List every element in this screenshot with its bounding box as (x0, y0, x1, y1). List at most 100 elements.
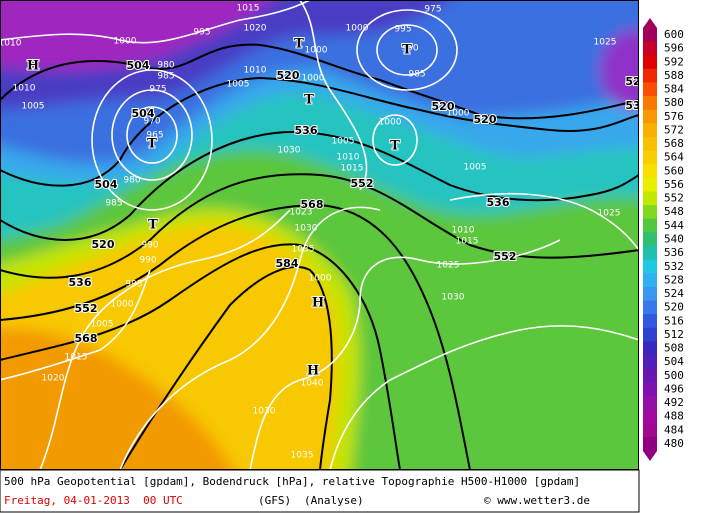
geopotential-label: 520 (277, 69, 300, 82)
colorbar-label: 484 (664, 423, 684, 436)
colorbar-swatch (643, 436, 657, 452)
isobar-label: 1025 (598, 209, 621, 219)
isobar-label: 1015 (456, 237, 479, 247)
geopotential-label: 552 (494, 250, 517, 263)
isobar-label: 1010 (452, 226, 475, 236)
colorbar: 6005965925885845805765725685645605565525… (643, 18, 684, 461)
colorbar-label: 552 (664, 192, 684, 205)
footer-run: (Analyse) (304, 494, 364, 507)
geopotential-label: 536 (295, 124, 318, 137)
pressure-center: H (307, 364, 319, 379)
colorbar-swatch (643, 205, 657, 220)
isobar-label: 1023 (290, 208, 313, 218)
isobar-label: 1015 (65, 353, 88, 363)
pressure-center: T (402, 43, 412, 58)
field-shading (0, 0, 639, 470)
isobar-label: 1010 (13, 84, 36, 94)
colorbar-swatch (643, 286, 657, 302)
geopotential-label: 504 (127, 59, 150, 72)
colorbar-swatch (643, 55, 657, 70)
colorbar-swatch (643, 27, 657, 43)
isobar-label: 1030 (253, 407, 276, 417)
colorbar-label: 544 (664, 219, 684, 232)
colorbar-swatch (643, 41, 657, 56)
colorbar-label: 512 (664, 328, 684, 341)
isobar-label: 1015 (237, 4, 260, 14)
isobar-label: 990 (141, 241, 158, 251)
colorbar-label: 556 (664, 178, 684, 191)
map: 1000 995 1015 1020 1000 1010 1005 1000 1000 995 99… (0, 0, 639, 470)
colorbar-swatch (643, 68, 657, 84)
isobar-label: 985 (105, 199, 122, 209)
isobar-label: 1000 (111, 300, 134, 310)
isobar-label: 995 (125, 280, 142, 290)
colorbar-label: 520 (664, 301, 684, 314)
isobar-label: 1000 (305, 46, 328, 56)
geopotential-label: 552 (75, 302, 98, 315)
colorbar-swatch (643, 232, 657, 247)
isobar-label: 1000 (114, 37, 137, 47)
colorbar-label: 488 (664, 410, 684, 423)
footer-date: Freitag, 04-01-2013 00 UTC (4, 494, 183, 507)
colorbar-label: 580 (664, 96, 684, 109)
geopotential-label: 536 (69, 276, 92, 289)
colorbar-swatch (643, 191, 657, 206)
isobar-label: 1030 (442, 293, 465, 303)
isobar-label: 1005 (332, 137, 355, 147)
colorbar-swatch (643, 96, 657, 111)
geopotential-label: 568 (75, 332, 98, 345)
colorbar-label: 532 (664, 260, 684, 273)
isobar-label: 1000 (302, 74, 325, 84)
geopotential-label: 552 (351, 177, 374, 190)
colorbar-swatch (643, 164, 657, 179)
colorbar-bottom-cap (643, 451, 657, 461)
colorbar-swatch (643, 150, 657, 165)
colorbar-label: 504 (664, 355, 684, 368)
map-labels: 1000 995 1015 1020 1000 1010 1005 1000 1000 995 99… (0, 4, 639, 461)
colorbar-label: 480 (664, 437, 684, 450)
pressure-center: T (304, 93, 314, 108)
colorbar-label: 540 (664, 233, 684, 246)
colorbar-swatch (643, 109, 657, 124)
isobar-label: 1000 (379, 118, 402, 128)
geopotential-label: 568 (301, 198, 324, 211)
colorbar-label: 524 (664, 287, 684, 300)
colorbar-label: 584 (664, 83, 684, 96)
pressure-center: T (294, 37, 304, 52)
colorbar-swatch (643, 395, 657, 411)
isobar-label: 1025 (437, 261, 460, 271)
colorbar-label: 592 (664, 55, 684, 68)
colorbar-label: 508 (664, 342, 684, 355)
colorbar-swatch (643, 123, 657, 138)
isobar-label: 1030 (278, 146, 301, 156)
geopotential-label: 520 (92, 238, 115, 251)
colorbar-label: 496 (664, 382, 684, 395)
isobar-label: 995 (394, 25, 411, 35)
pressure-center: T (147, 137, 157, 152)
isobar-label: 995 (193, 28, 210, 38)
isobar-label: 975 (149, 85, 166, 95)
isobar-label: 1005 (464, 163, 487, 173)
colorbar-swatch (643, 327, 657, 343)
colorbar-swatch (643, 314, 657, 329)
isobar-label: 1030 (295, 224, 318, 234)
colorbar-label: 536 (664, 246, 684, 259)
pressure-center: T (390, 139, 400, 154)
isobar-label: 1040 (301, 379, 324, 389)
colorbar-swatch (643, 246, 657, 261)
isobar-label: 1005 (227, 80, 250, 90)
isobar-label: 1000 (447, 109, 470, 119)
colorbar-label: 500 (664, 369, 684, 382)
footer-box (0, 469, 640, 513)
pressure-isobars (0, 0, 639, 470)
colorbar-label: 492 (664, 396, 684, 409)
isobar-label: 1005 (91, 320, 114, 330)
isobar-label: 1005 (22, 102, 45, 112)
colorbar-swatch (643, 409, 657, 424)
isobar-label: 1035 (291, 451, 314, 461)
colorbar-swatch (643, 382, 657, 397)
isobar-label: 1020 (42, 374, 65, 384)
isobar-label: 965 (146, 131, 163, 141)
colorbar-label: 576 (664, 110, 684, 123)
